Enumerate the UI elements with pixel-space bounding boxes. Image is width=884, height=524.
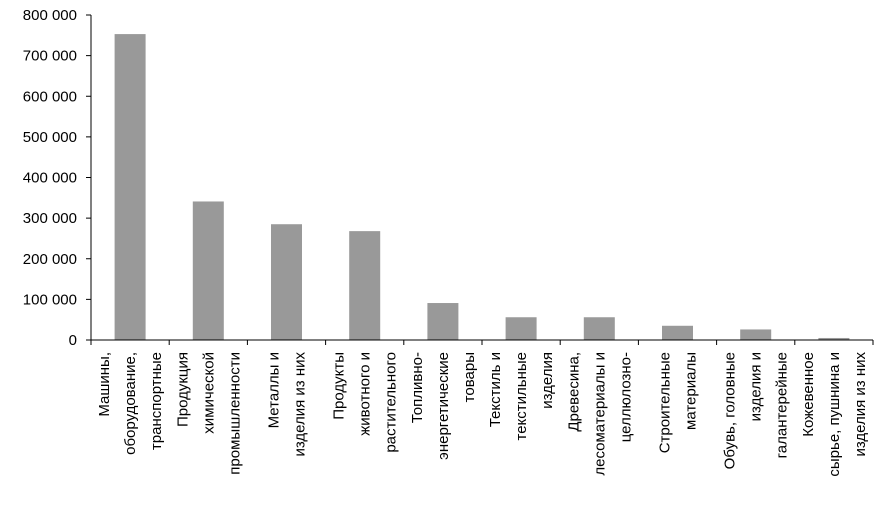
x-category-label: Кожевенное сырье, пушнина и изделия из них (800, 352, 869, 477)
x-category-label-line: материалы (683, 352, 700, 430)
x-category-label-line: изделия из них (292, 352, 309, 457)
x-category-label-line: Кожевенное (800, 352, 817, 437)
x-category-label: Продукция химической промышленности (174, 352, 243, 475)
bar (427, 303, 459, 340)
y-tick-label: 300 000 (23, 210, 77, 227)
bar (662, 325, 693, 340)
x-category-label-line: промышленности (226, 352, 243, 475)
y-tick-label: 0 (69, 332, 77, 349)
x-category-label-line: Продукция (174, 352, 191, 427)
x-category-label: Обувь, головные изделия и галантерейные (722, 352, 791, 469)
x-category-label-line: транспортные (148, 352, 165, 450)
x-category-label-line: товары (461, 352, 478, 402)
x-category-label-line: Древесина, (565, 352, 582, 432)
y-tick-label: 400 000 (23, 170, 77, 187)
x-category-label-line: Топливно- (409, 352, 426, 423)
x-category-label: Текстиль и текстильные изделия (487, 352, 556, 441)
y-tick-label: 600 000 (23, 88, 77, 105)
x-category-label: Строительные материалы (657, 352, 700, 453)
x-category-label-line: целлюлозно- (617, 352, 634, 442)
y-tick-label: 200 000 (23, 251, 77, 268)
x-category-label-line: оборудование, (122, 352, 139, 455)
x-axis: Машины, оборудование, транспортные Продукци… (90, 339, 874, 477)
bar (505, 317, 537, 340)
x-category-label: Древесина, лесоматериалы и целлюлозно- (565, 352, 634, 476)
bar (818, 337, 850, 340)
x-category-label-line: изделия (539, 352, 556, 409)
x-category-label-line: изделия из них (852, 352, 869, 457)
x-category-label-line: текстильные (513, 352, 530, 441)
x-category-label-line: лесоматериалы и (591, 352, 608, 476)
y-tick-label: 500 000 (23, 129, 77, 146)
bar (114, 34, 146, 340)
bar (583, 317, 615, 340)
x-category-label-line: сырье, пушнина и (826, 352, 843, 477)
x-category-label-line: изделия и (748, 352, 765, 421)
x-category-label-line: энергетические (435, 352, 452, 460)
x-category-label: Металлы и изделия из них (266, 352, 309, 457)
bar (740, 329, 772, 340)
y-axis: 0 100 000 200 000 300 000 400 000 500 000 600 … (23, 7, 92, 349)
x-category-label-line: Металлы и (266, 352, 283, 428)
bar (349, 231, 381, 340)
x-category-label-line: Текстиль и (487, 352, 504, 427)
y-tick-label: 100 000 (23, 291, 77, 308)
bar (271, 224, 302, 340)
bars (114, 34, 850, 340)
x-category-label-line: Продукты (331, 352, 348, 420)
x-category-label: Продукты животного и растительного (331, 352, 400, 453)
x-category-label: Топливно-энергетические товары (409, 352, 478, 460)
y-tick-label: 800 000 (23, 7, 77, 24)
x-category-label-line: химической (200, 352, 217, 434)
x-category-label: Машины, оборудование, транспортные (96, 352, 165, 455)
bar (192, 201, 224, 340)
x-category-label-line: животного и (357, 352, 374, 436)
x-category-label-line: Строительные (657, 352, 674, 453)
x-category-label-line: галантерейные (774, 352, 791, 458)
x-category-label-line: Обувь, головные (722, 352, 739, 469)
x-category-label-line: Машины, (96, 352, 113, 417)
y-tick-label: 700 000 (23, 48, 77, 65)
x-category-label-line: растительного (383, 352, 400, 453)
